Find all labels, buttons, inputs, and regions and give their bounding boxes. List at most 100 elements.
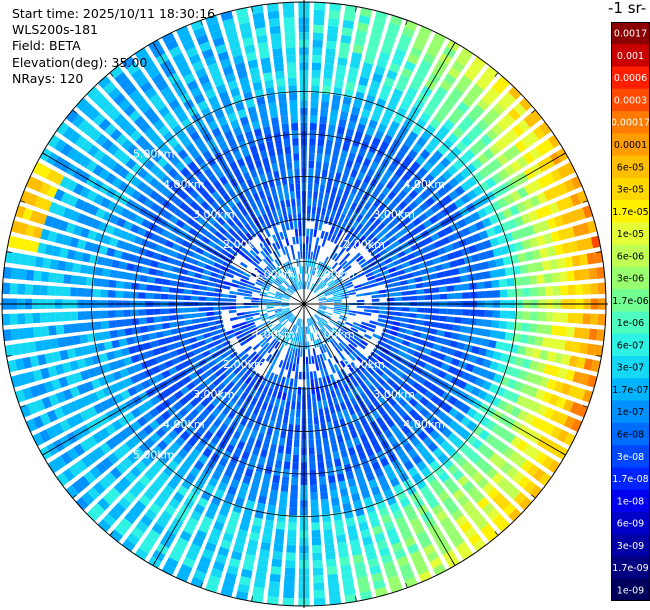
ray-cell <box>357 272 366 278</box>
azimuth-tick <box>200 582 203 588</box>
ray-cell <box>567 284 576 296</box>
ray-cell <box>267 388 274 397</box>
ray-cell <box>244 311 252 315</box>
ray-cell <box>188 53 202 65</box>
ray-cell <box>412 143 423 154</box>
ray-cell <box>355 154 364 165</box>
ray-cell <box>113 92 126 106</box>
ray-cell <box>186 217 196 227</box>
ray-cell <box>69 210 81 222</box>
ray-cell <box>429 460 441 471</box>
ray-cell <box>272 475 281 484</box>
ray-cell <box>71 114 85 128</box>
ray-cell <box>337 541 348 551</box>
ray-cell <box>316 446 323 455</box>
ray-cell <box>274 63 284 72</box>
ray-cell <box>86 160 98 173</box>
ray-cell <box>333 236 340 244</box>
ray-cell <box>360 382 368 391</box>
ray-cell <box>346 524 357 534</box>
ray-cell <box>113 113 126 126</box>
ray-cell <box>179 530 192 542</box>
colorbar-swatch <box>611 88 650 112</box>
ray-cell <box>163 465 175 477</box>
ray-cell <box>168 366 178 376</box>
ray-cell <box>558 326 568 337</box>
ray-cell <box>206 342 216 349</box>
ray-cell <box>130 420 142 432</box>
ray-cell <box>324 383 330 392</box>
ray-cell <box>92 310 101 319</box>
ray-cell <box>41 396 53 409</box>
ray-cell <box>389 120 400 131</box>
ray-cell <box>72 372 83 383</box>
ray-cell <box>152 347 162 356</box>
ray-cell <box>323 344 329 352</box>
ray-cell <box>514 288 523 297</box>
colorbar-tick-label: 3e-07 <box>617 363 644 374</box>
ray-cell <box>353 284 362 289</box>
ray-cell <box>382 240 391 248</box>
ray-cell <box>366 168 376 178</box>
ray-cell <box>305 356 309 365</box>
ray-cell <box>407 466 419 477</box>
ray-cell <box>403 503 415 515</box>
ray-cell <box>77 287 86 297</box>
ray-cell <box>329 596 342 605</box>
ray-cell <box>223 416 233 426</box>
ray-cell <box>485 529 499 543</box>
ray-cell <box>240 217 248 226</box>
ray-cell <box>252 176 261 186</box>
ray-cell <box>268 327 276 334</box>
ray-cell <box>417 430 428 441</box>
ray-cell <box>502 208 513 219</box>
ray-cell <box>360 528 371 539</box>
ray-cell <box>321 345 327 353</box>
ray-cell <box>548 394 560 407</box>
ray-cell <box>213 418 222 428</box>
ray-cell <box>113 204 125 215</box>
ray-cell <box>101 457 114 470</box>
ray-cell <box>310 115 318 124</box>
ray-cell <box>210 29 223 40</box>
ray-cell <box>483 447 495 460</box>
colorbar-tick-label: 3e-05 <box>617 185 644 196</box>
colorbar-tick-label: 0.0001 <box>614 140 647 151</box>
ray-cell <box>371 25 384 36</box>
ray-cell <box>278 216 284 225</box>
ray-cell <box>260 272 268 279</box>
ray-cell <box>347 152 356 162</box>
ray-cell <box>168 497 181 510</box>
ray-cells <box>2 2 606 606</box>
ray-cell <box>360 217 368 226</box>
ray-cell <box>260 329 268 336</box>
ray-cell <box>62 126 76 140</box>
ray-cell <box>51 217 62 230</box>
ray-cell <box>543 188 555 202</box>
ray-cell <box>386 69 398 81</box>
ray-cell <box>116 217 127 228</box>
ray-cell <box>72 335 81 345</box>
ray-cell <box>489 330 499 339</box>
ray-cell <box>340 222 347 231</box>
ray-cell <box>393 316 402 322</box>
ray-cell <box>168 429 179 440</box>
ray-cell <box>361 281 369 287</box>
ray-cell <box>40 367 51 380</box>
ray-cell <box>495 386 506 397</box>
ray-cell <box>176 281 186 288</box>
ray-cell <box>292 138 299 146</box>
ray-cell <box>235 590 249 601</box>
ray-cell <box>380 553 393 564</box>
ray-cell <box>316 354 321 363</box>
azimuth-tick <box>20 200 26 203</box>
ray-cell <box>429 328 438 335</box>
ray-cell <box>269 573 281 583</box>
ray-cell <box>306 281 310 290</box>
ray-cell <box>32 415 45 429</box>
ray-cell <box>305 341 308 350</box>
ray-cell <box>309 371 314 380</box>
ray-cell <box>450 358 461 367</box>
ray-cell <box>311 259 315 268</box>
ray-cell <box>524 346 534 357</box>
